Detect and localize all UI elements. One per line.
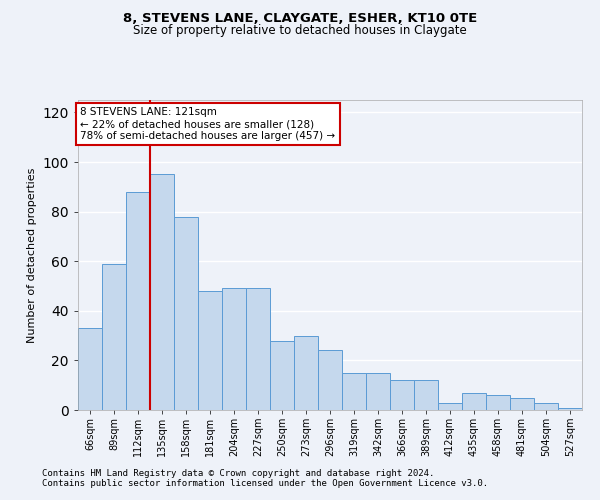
Text: Contains HM Land Registry data © Crown copyright and database right 2024.: Contains HM Land Registry data © Crown c… [42,468,434,477]
Bar [102,264,126,410]
Bar [150,174,174,410]
Bar [126,192,150,410]
Bar [558,408,582,410]
Text: 8, STEVENS LANE, CLAYGATE, ESHER, KT10 0TE: 8, STEVENS LANE, CLAYGATE, ESHER, KT10 0… [123,12,477,26]
Bar [198,291,222,410]
Bar [222,288,246,410]
Bar [438,402,462,410]
Bar [246,288,270,410]
Bar [318,350,342,410]
Bar [534,402,558,410]
Text: Size of property relative to detached houses in Claygate: Size of property relative to detached ho… [133,24,467,37]
Bar [366,373,390,410]
Bar [462,392,486,410]
Bar [174,216,198,410]
Bar [390,380,414,410]
Bar [270,340,294,410]
Bar [342,373,366,410]
Y-axis label: Number of detached properties: Number of detached properties [27,168,37,342]
Bar [294,336,318,410]
Bar [510,398,534,410]
Bar [486,395,510,410]
Bar [78,328,102,410]
Bar [414,380,438,410]
Text: 8 STEVENS LANE: 121sqm
← 22% of detached houses are smaller (128)
78% of semi-de: 8 STEVENS LANE: 121sqm ← 22% of detached… [80,108,335,140]
Text: Contains public sector information licensed under the Open Government Licence v3: Contains public sector information licen… [42,478,488,488]
